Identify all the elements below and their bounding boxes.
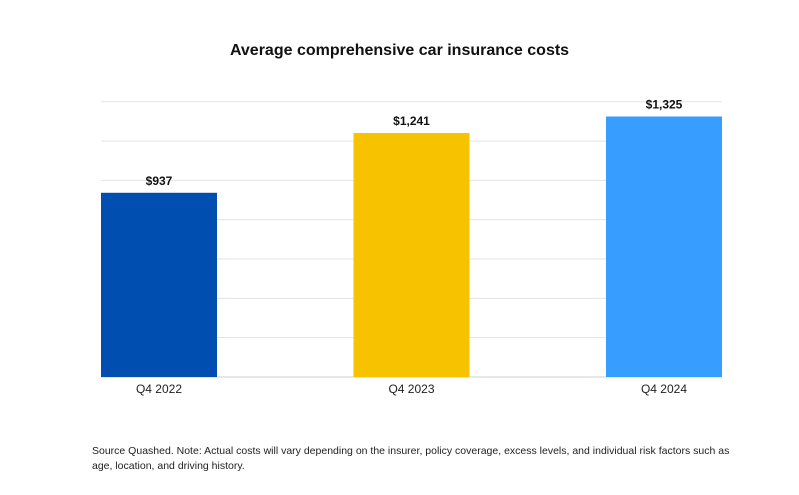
bar-q4-2022 — [101, 192, 217, 377]
x-tick-label: Q4 2024 — [641, 382, 687, 396]
x-tick-label: Q4 2023 — [388, 382, 434, 396]
data-label: $1,241 — [393, 114, 430, 128]
bars — [101, 116, 722, 377]
x-tick-labels: Q4 2022 Q4 2023 Q4 2024 — [136, 382, 687, 396]
bar-q4-2024 — [606, 116, 722, 377]
bar-q4-2023 — [353, 133, 470, 377]
data-label: $1,325 — [646, 98, 683, 112]
data-labels: $937 $1,241 $1,325 — [146, 98, 683, 188]
data-label: $937 — [146, 174, 173, 188]
bar-chart: $937 $1,241 $1,325 Q4 2022 Q4 2023 Q4 2024 — [101, 98, 722, 396]
x-tick-label: Q4 2022 — [136, 382, 182, 396]
source-footnote: Source Quashed. Note: Actual costs will … — [92, 445, 730, 472]
chart-title: Average comprehensive car insurance cost… — [229, 42, 570, 59]
